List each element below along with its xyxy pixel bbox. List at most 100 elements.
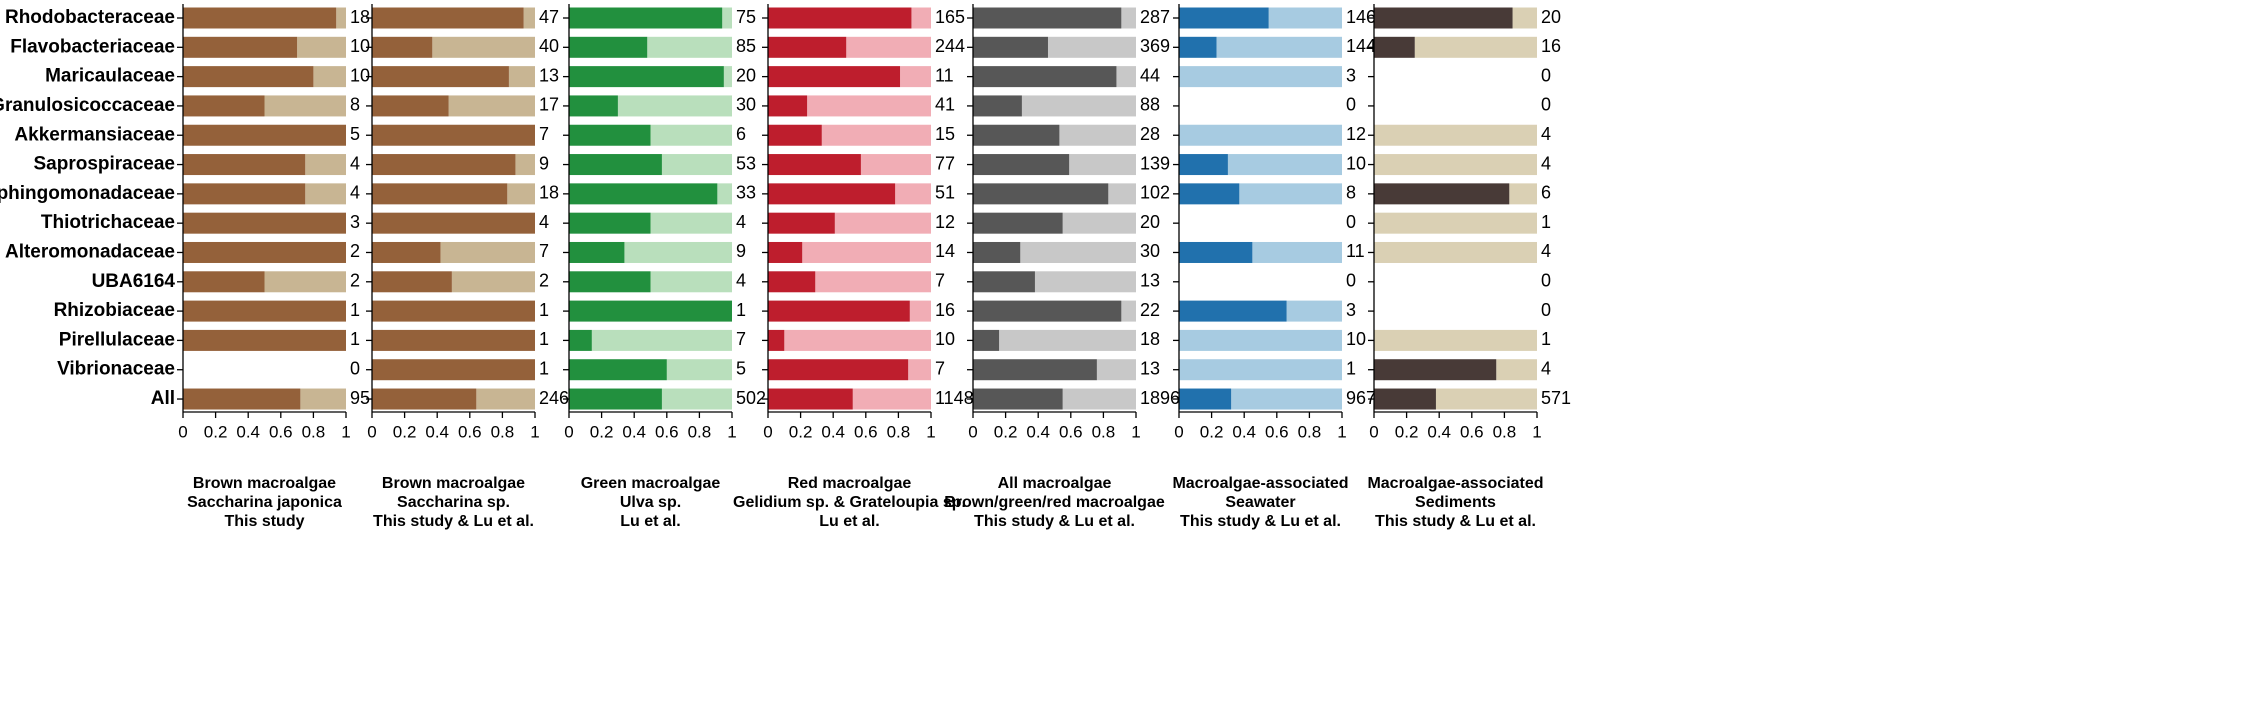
count-label: 7 <box>935 271 945 291</box>
bar-remainder <box>846 36 931 58</box>
bar-remainder <box>1121 7 1136 29</box>
bar <box>569 95 618 117</box>
x-tick-label: 0 <box>763 422 772 441</box>
count-label: 8 <box>1346 183 1356 203</box>
bar <box>973 7 1122 29</box>
count-label: 16 <box>1541 36 1561 56</box>
panel-title: Brown/green/red macroalgae <box>944 494 1165 511</box>
count-label: 9 <box>539 153 549 173</box>
bar-remainder <box>1216 36 1342 58</box>
count-label: 102 <box>1140 183 1170 203</box>
bar-remainder <box>717 183 732 205</box>
bar <box>1374 388 1436 410</box>
bar <box>1179 7 1269 29</box>
bar <box>183 154 306 176</box>
bar <box>973 95 1022 117</box>
panel-title: Seawater <box>1225 494 1295 511</box>
bar-remainder <box>834 212 931 234</box>
count-label: 4 <box>1541 153 1551 173</box>
bar-remainder <box>650 124 732 146</box>
x-tick-label: 0 <box>564 422 573 441</box>
x-tick-label: 0 <box>367 422 376 441</box>
count-label: 144 <box>1346 36 1376 56</box>
bar <box>372 241 441 263</box>
count-label: 18 <box>350 7 370 27</box>
count-label: 4 <box>736 212 746 232</box>
category-label: Alteromonadaceae <box>5 241 175 262</box>
bar-remainder <box>1047 36 1136 58</box>
x-tick-label: 0.2 <box>994 422 1018 441</box>
count-label: 30 <box>1140 241 1160 261</box>
category-label: Vibrionaceae <box>57 359 175 380</box>
count-label: 11 <box>935 65 954 85</box>
count-label: 7 <box>935 358 945 378</box>
count-label: 1 <box>539 358 549 378</box>
bar-remainder <box>476 388 535 410</box>
count-label: 5 <box>736 358 746 378</box>
count-label: 30 <box>736 95 756 115</box>
count-label: 85 <box>736 36 756 56</box>
bar <box>569 183 718 205</box>
bar-remainder <box>1034 271 1136 293</box>
bar-remainder <box>650 271 732 293</box>
panel-title: This study & Lu et al. <box>373 513 534 530</box>
count-label: 1 <box>350 329 360 349</box>
bar-remainder <box>661 154 732 176</box>
panel-title: Sediments <box>1415 494 1496 511</box>
bar <box>569 271 651 293</box>
bar-remainder <box>1116 66 1136 88</box>
x-tick-label: 0.2 <box>590 422 614 441</box>
bar-remainder <box>1512 7 1537 29</box>
bar <box>768 183 896 205</box>
count-label: 4 <box>1541 358 1551 378</box>
x-tick-label: 0.4 <box>1427 422 1451 441</box>
bar <box>372 66 509 88</box>
bar-remainder <box>507 183 535 205</box>
bar-remainder <box>666 359 732 381</box>
count-label: 53 <box>736 153 756 173</box>
category-label: Thiotrichaceae <box>41 212 175 233</box>
x-tick-label: 0.6 <box>458 422 482 441</box>
bar-remainder <box>911 7 931 29</box>
count-label: 4 <box>539 212 549 232</box>
count-label: 4 <box>350 183 360 203</box>
x-tick-label: 0.4 <box>1232 422 1256 441</box>
count-label: 3 <box>1346 65 1356 85</box>
bar-remainder <box>722 7 732 29</box>
bar <box>183 388 301 410</box>
bar-remainder <box>1020 241 1136 263</box>
panel-title: Brown macroalgae <box>193 475 336 492</box>
x-tick-label: 0 <box>178 422 187 441</box>
bar <box>183 300 346 322</box>
x-tick-label: 0 <box>1174 422 1183 441</box>
bar-remainder <box>1059 124 1136 146</box>
count-label: 0 <box>1346 212 1356 232</box>
bar-remainder <box>1286 300 1342 322</box>
bar <box>973 271 1035 293</box>
count-label: 1 <box>539 300 549 320</box>
bar-remainder <box>821 124 931 146</box>
bar-remainder <box>999 329 1136 351</box>
bar-remainder <box>723 66 732 88</box>
count-label: 6 <box>736 124 746 144</box>
bar <box>183 95 265 117</box>
category-label: Rhizobiaceae <box>54 300 175 321</box>
count-label: 16 <box>935 300 955 320</box>
bar <box>569 154 662 176</box>
category-label: Saprospiraceae <box>33 154 175 175</box>
count-label: 20 <box>1140 212 1160 232</box>
bar <box>1179 183 1240 205</box>
bar <box>1374 7 1513 29</box>
bar <box>372 36 433 58</box>
bar <box>973 154 1070 176</box>
bar <box>1374 183 1510 205</box>
bar-remainder <box>1179 329 1342 351</box>
x-tick-label: 0.8 <box>1493 422 1517 441</box>
x-tick-label: 0 <box>1369 422 1378 441</box>
bar-remainder <box>650 212 732 234</box>
bar <box>372 7 524 29</box>
count-label: 1 <box>539 329 549 349</box>
bar <box>372 124 535 146</box>
count-label: 10 <box>935 329 955 349</box>
count-label: 13 <box>539 65 559 85</box>
